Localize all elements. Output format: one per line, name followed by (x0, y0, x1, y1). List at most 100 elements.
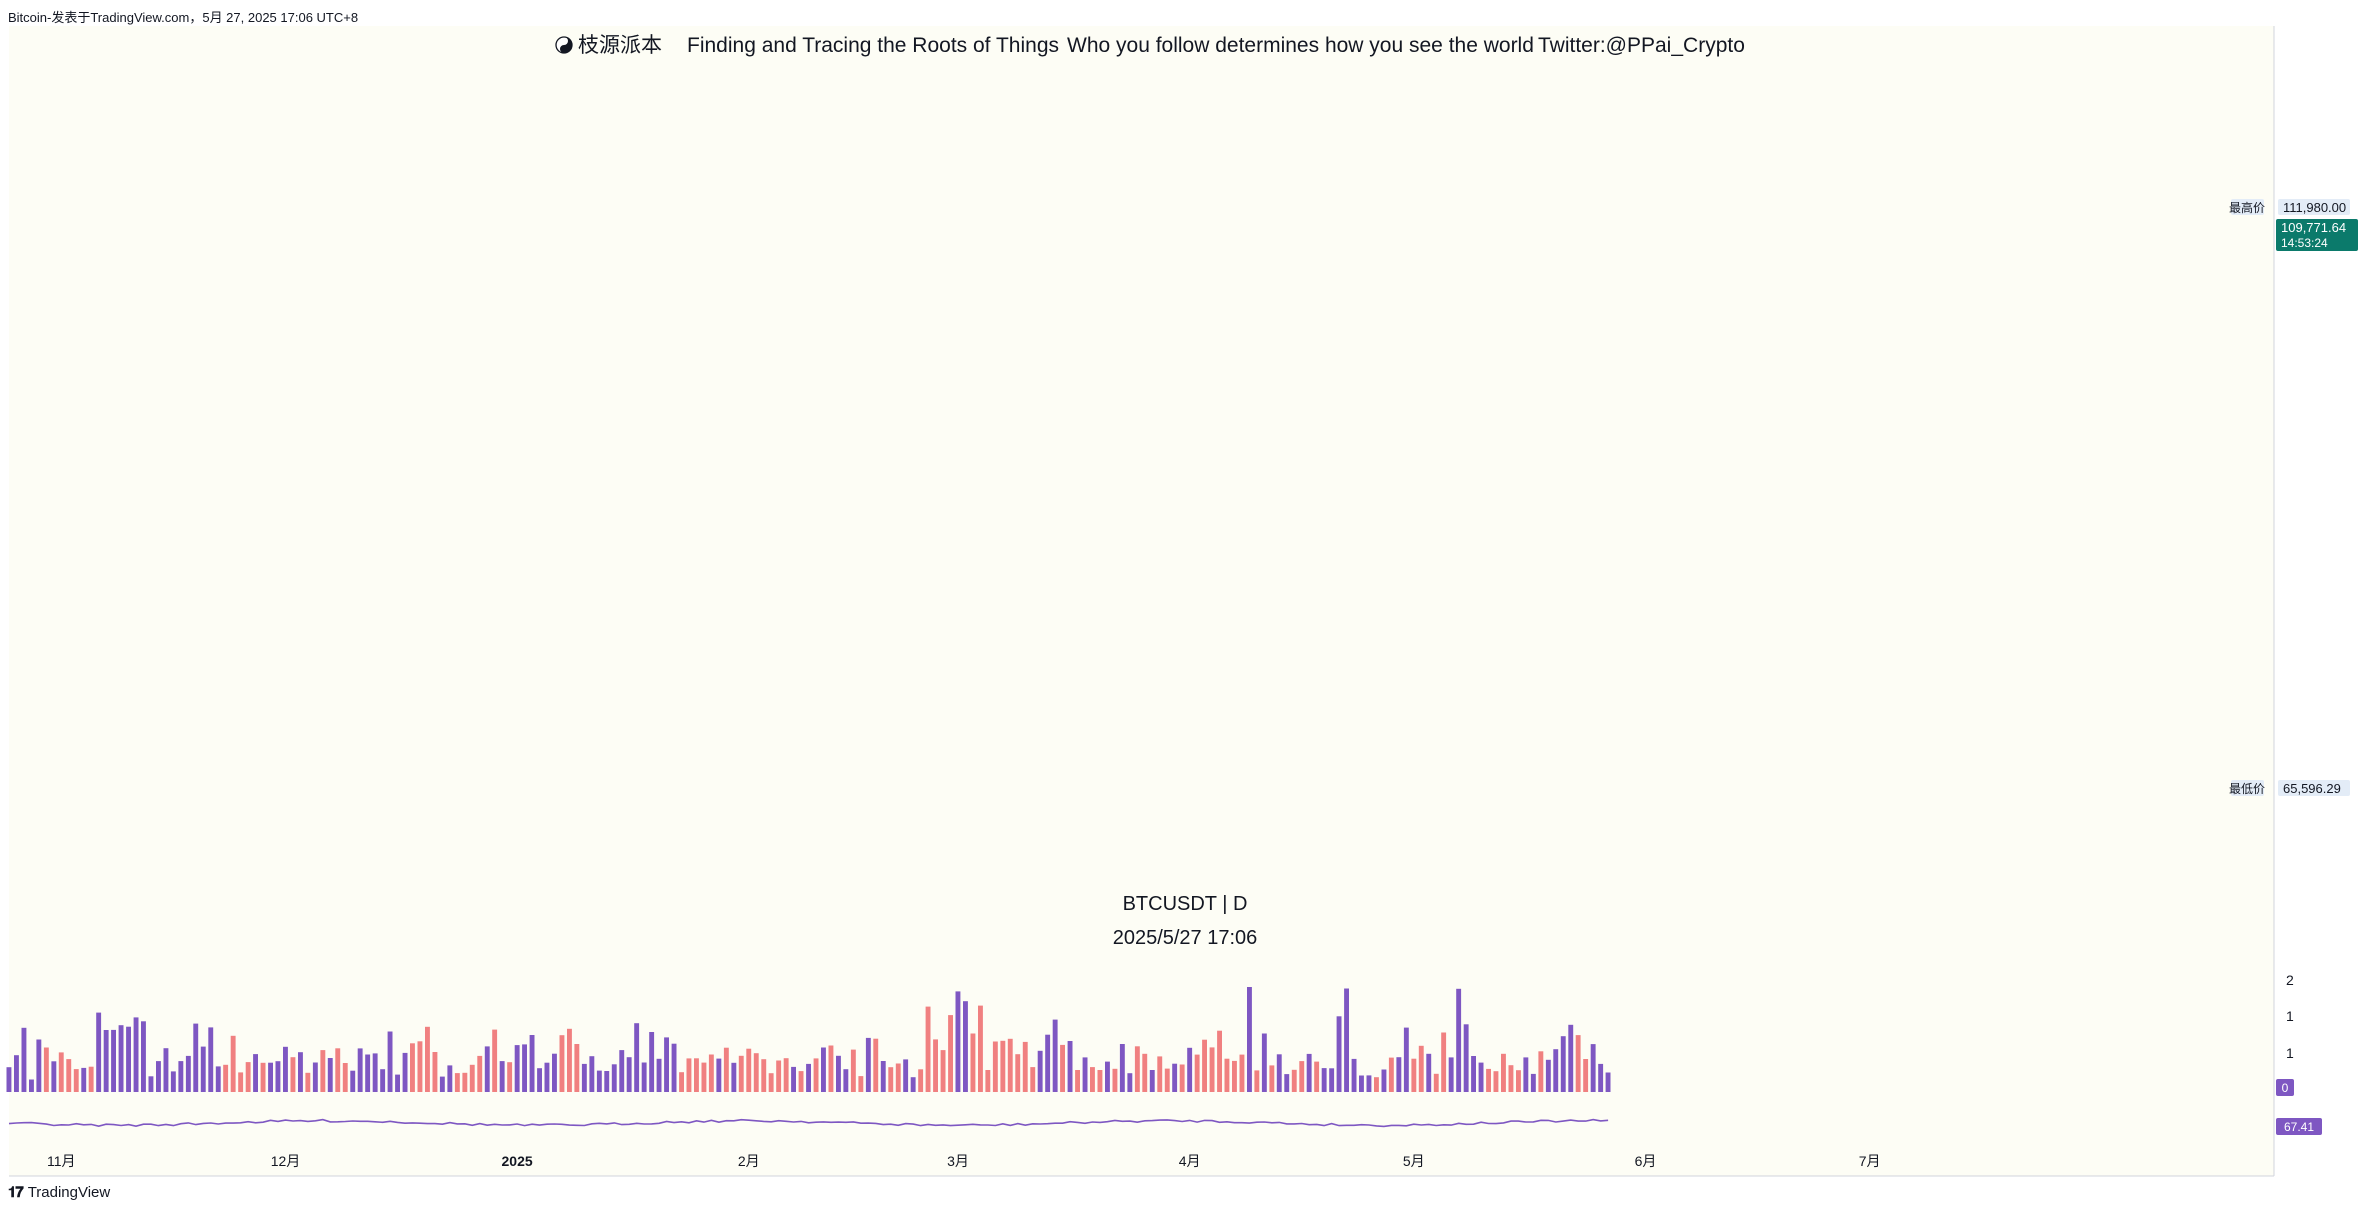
volume-bar (1075, 1070, 1080, 1092)
volume-bar (731, 1062, 737, 1092)
volume-bar (1299, 1061, 1305, 1092)
time-axis-tick: 5月 (1403, 1153, 1425, 1169)
volume-bar (1605, 1072, 1611, 1092)
volume-axis-tick: 1 (2286, 1045, 2294, 1061)
volume-bar (43, 1047, 49, 1092)
volume-bar (275, 1061, 281, 1092)
volume-bar (1254, 1070, 1260, 1092)
volume-bar (925, 1006, 931, 1092)
volume-bar (1388, 1057, 1394, 1092)
header-row: 枝源派本 Finding and Tracing the Roots of Th… (555, 34, 1745, 57)
time-axis-tick: 2025 (502, 1153, 533, 1169)
volume-bar (791, 1066, 796, 1092)
oscillator-last-label: 67.41 (2284, 1120, 2314, 1134)
volume-bar (694, 1058, 699, 1092)
volume-bar (1359, 1075, 1364, 1092)
volume-bar (858, 1076, 864, 1092)
volume-bar (6, 1067, 12, 1092)
oscillator-axis: 67.41 (2276, 1118, 2322, 1135)
volume-bar (1590, 1044, 1596, 1092)
time-axis[interactable]: 11月 12月 2025 2月 3月 4月 5月 6月 7月 (47, 1153, 1880, 1169)
volume-bar (910, 1077, 916, 1092)
volume-bar (156, 1061, 161, 1092)
volume-bar (1403, 1027, 1409, 1092)
volume-bar (58, 1052, 64, 1092)
volume-bar (253, 1054, 258, 1092)
volume-bar (940, 1050, 946, 1092)
volume-bar (1545, 1059, 1551, 1092)
volume-bar (387, 1031, 393, 1092)
volume-bar (716, 1058, 722, 1092)
low-price-marker: 最低价 65,596.29 (2229, 780, 2350, 796)
low-price-value: 65,596.29 (2283, 781, 2341, 796)
watermark-timestamp: 2025/5/27 17:06 (1113, 927, 1258, 949)
volume-bar (66, 1059, 72, 1092)
volume-bar (768, 1073, 774, 1092)
volume-bar (305, 1072, 311, 1092)
volume-bar (1583, 1059, 1589, 1092)
volume-bar (776, 1060, 782, 1092)
volume-bar (499, 1061, 505, 1092)
volume-bar (948, 1015, 953, 1092)
volume-bar (664, 1037, 669, 1092)
volume-bar (1553, 1049, 1559, 1092)
volume-bar (619, 1050, 625, 1092)
volume-bar (746, 1048, 752, 1092)
volume-bar (1478, 1062, 1484, 1092)
volume-bar (514, 1045, 520, 1092)
volume-bar (148, 1076, 154, 1092)
volume-bar (1217, 1030, 1222, 1092)
volume-bar (880, 1061, 886, 1092)
volume-bar (1493, 1071, 1499, 1092)
volume-bar (260, 1062, 266, 1092)
volume-bar (200, 1046, 206, 1092)
volume-bar (1030, 1067, 1036, 1092)
volume-bar (537, 1068, 542, 1092)
volume-bar (1291, 1069, 1297, 1092)
volume-bar (738, 1055, 744, 1092)
tradingview-logo[interactable]: 𝟏𝟕 TradingView (8, 1184, 110, 1201)
volume-bar (806, 1063, 811, 1092)
volume-axis-tick: 1 (2286, 1008, 2294, 1024)
volume-bar (1418, 1045, 1424, 1092)
volume-last-label: 0 (2282, 1081, 2289, 1095)
volume-bar (1411, 1058, 1417, 1092)
volume-bar (477, 1055, 483, 1092)
chart-area[interactable]: 枝源派本 Finding and Tracing the Roots of Th… (0, 26, 2371, 1178)
volume-axis-tick: 2 (2286, 972, 2294, 988)
time-axis-tick: 11月 (47, 1153, 76, 1169)
volume-bar (432, 1052, 438, 1092)
volume-bar (230, 1035, 236, 1092)
last-price-value: 109,771.64 (2281, 220, 2346, 235)
volume-bar (918, 1069, 924, 1092)
volume-bar (410, 1043, 415, 1092)
volume-bar (223, 1064, 229, 1092)
tradingview-mark-icon: 𝟏𝟕 (8, 1184, 24, 1201)
volume-bar (1433, 1073, 1439, 1092)
plot-background (9, 26, 2274, 1176)
volume-bar (29, 1079, 34, 1092)
volume-bar (1321, 1068, 1327, 1092)
volume-bar (836, 1055, 841, 1092)
volume-bar (238, 1072, 244, 1092)
volume-bar (970, 1033, 976, 1092)
volume-bar (402, 1052, 408, 1092)
volume-bar (1000, 1040, 1006, 1092)
volume-bar (1082, 1057, 1088, 1092)
volume-bar (843, 1069, 849, 1092)
volume-bar (656, 1058, 662, 1092)
volume-bar (1239, 1054, 1245, 1092)
volume-bar (1224, 1058, 1230, 1092)
volume-bar (544, 1062, 550, 1092)
volume-bar (1276, 1054, 1282, 1092)
volume-bar (985, 1070, 991, 1092)
volume-bar (1149, 1070, 1155, 1092)
volume-bar (1112, 1068, 1118, 1092)
volume-bar (1060, 1044, 1065, 1092)
volume-bar (327, 1058, 333, 1092)
volume-bar (761, 1059, 767, 1092)
volume-bar (454, 1073, 460, 1092)
time-axis-tick: 7月 (1859, 1153, 1881, 1169)
volume-bar (903, 1059, 909, 1092)
volume-bar (567, 1028, 572, 1092)
